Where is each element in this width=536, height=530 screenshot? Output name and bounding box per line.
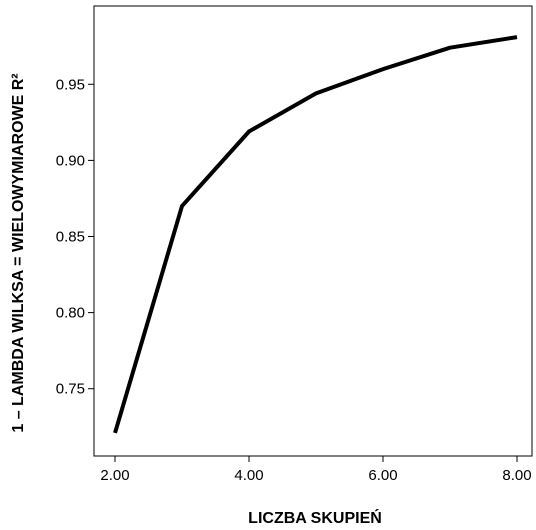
plot-frame — [93, 5, 533, 457]
y-tick-label: 0.85 — [56, 229, 85, 246]
y-tick-label: 0.75 — [56, 381, 85, 398]
x-axis-title: LICZBA SKUPIEŃ — [248, 508, 382, 527]
series-group — [113, 35, 518, 434]
y-axis-title: 1 – LAMBDA WILKSA = WIELOWYMIAROWE R² — [10, 73, 27, 432]
x-tick-label: 6.00 — [368, 467, 397, 484]
x-tick-label: 4.00 — [234, 467, 263, 484]
y-axis-ticks: 0.75 0.80 0.85 0.90 0.95 — [56, 76, 94, 398]
x-tick-label: 8.00 — [502, 467, 531, 484]
series-line — [113, 35, 518, 434]
y-tick-label: 0.95 — [56, 76, 85, 93]
plot-area-group — [93, 5, 533, 457]
y-tick-label: 0.80 — [56, 305, 85, 322]
x-tick-label: 2.00 — [100, 467, 129, 484]
x-axis-ticks: 2.00 4.00 6.00 8.00 — [100, 456, 532, 484]
y-tick-label: 0.90 — [56, 152, 85, 169]
